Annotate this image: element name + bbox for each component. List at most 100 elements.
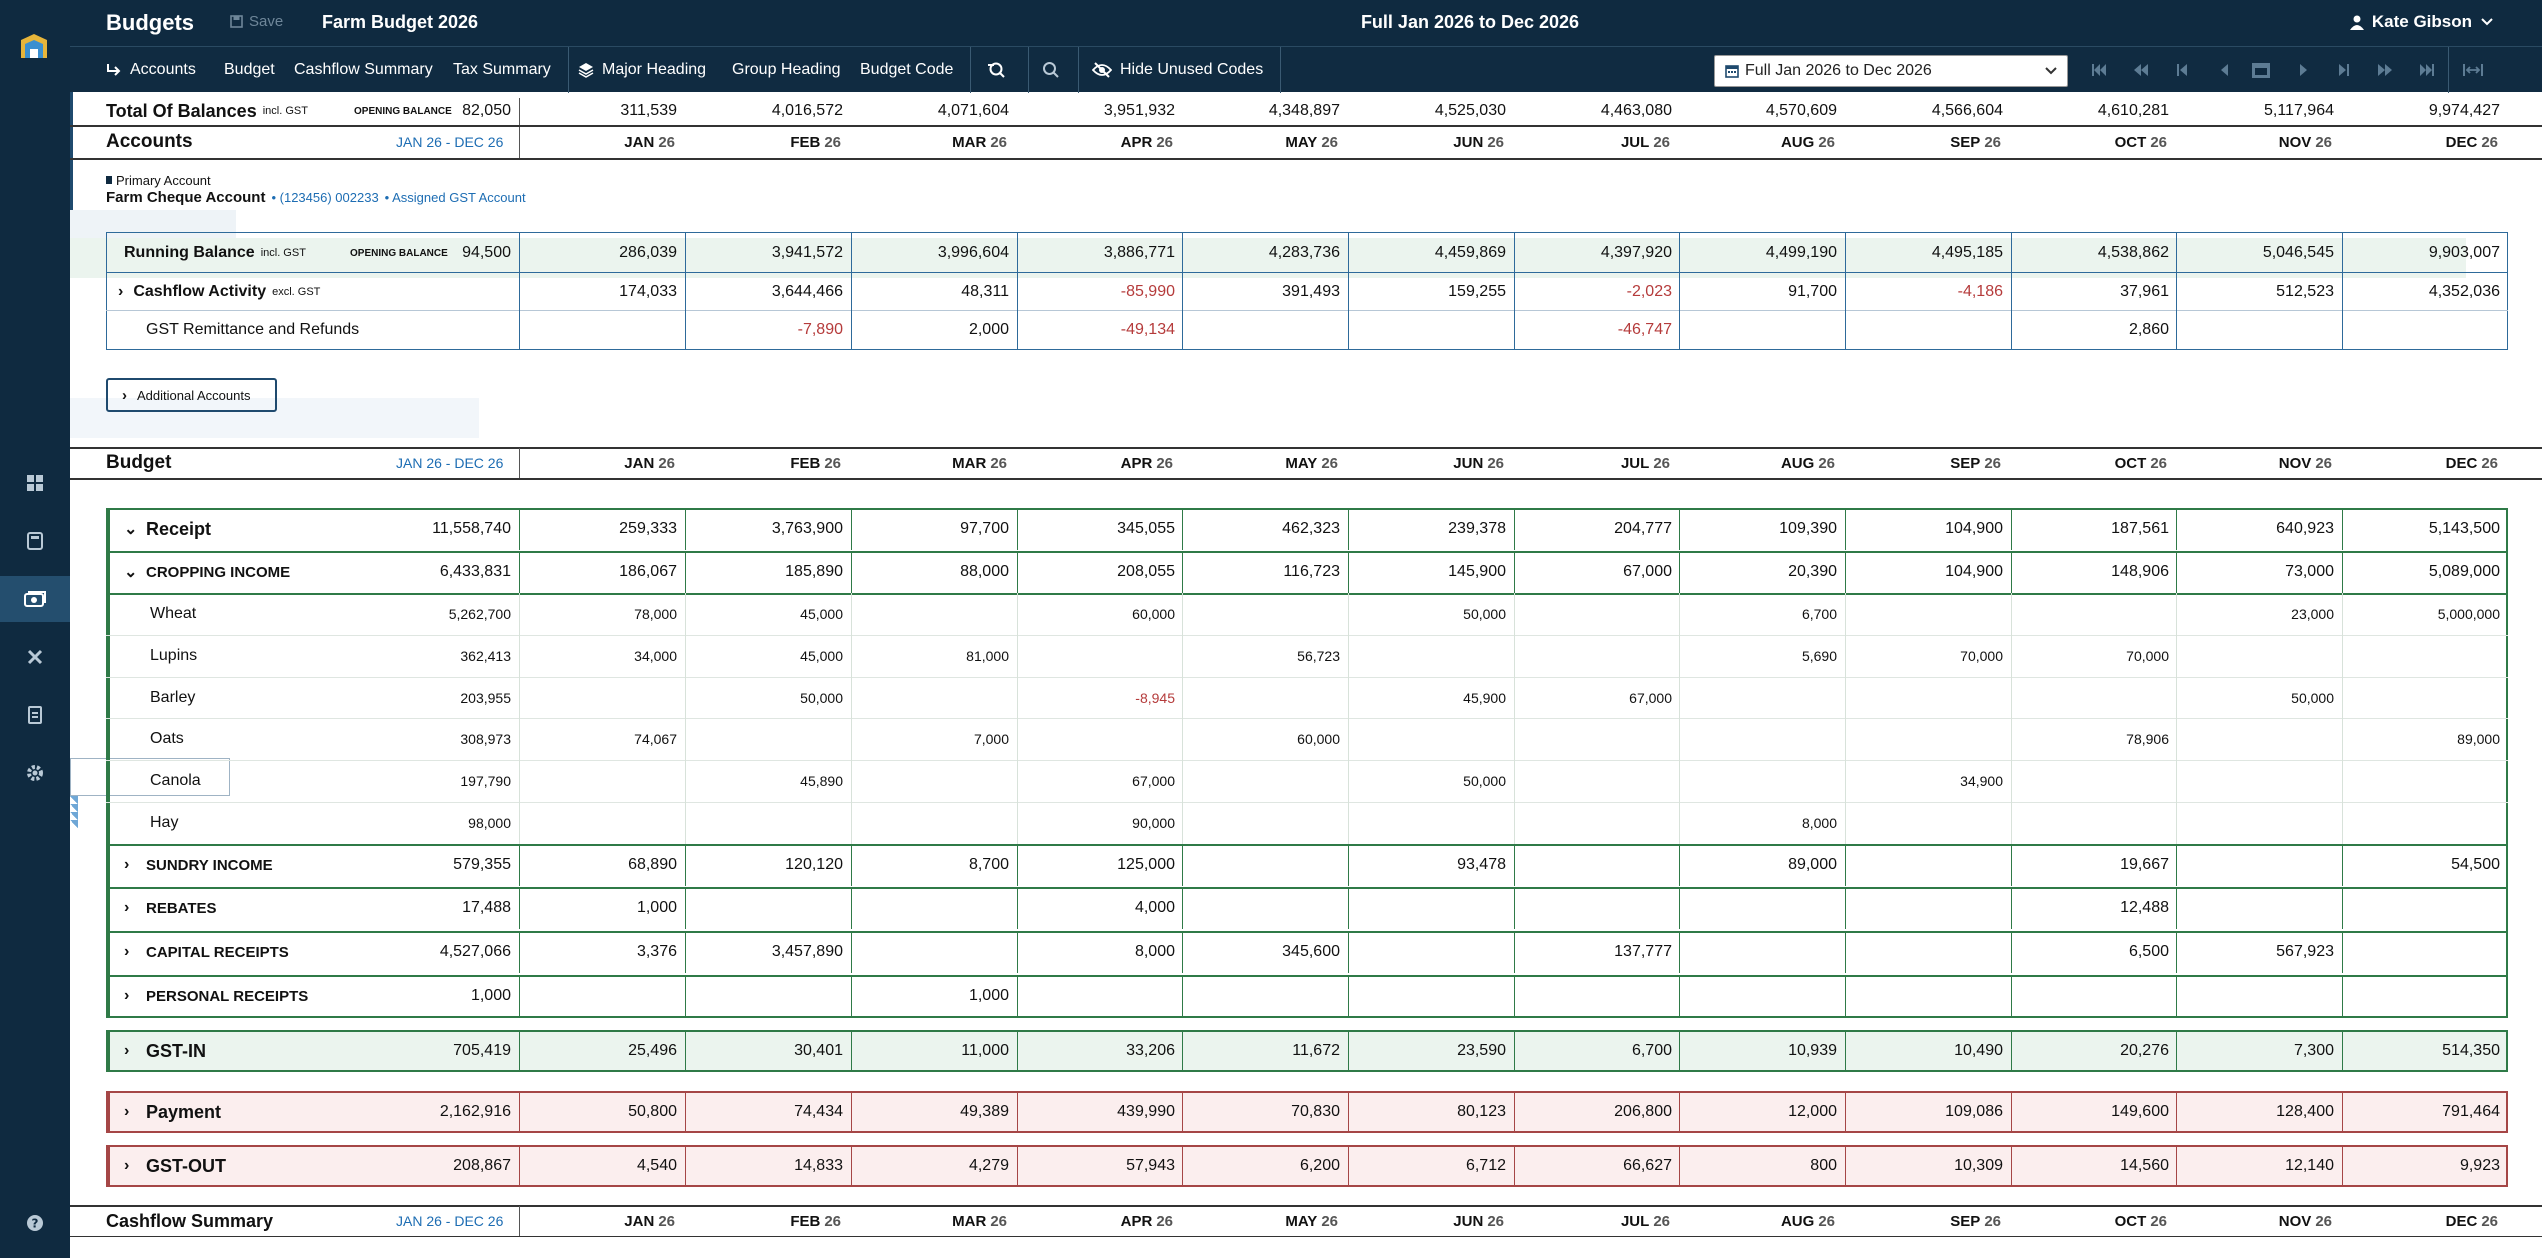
budget-value-cell[interactable]: 109,086: [1945, 1103, 2003, 1120]
cashflow-activity-cell[interactable]: 48,311: [961, 282, 1009, 300]
cashflow-summary-nav[interactable]: Cashflow Summary: [294, 47, 433, 93]
budget-value-cell[interactable]: 5,690: [1801, 648, 1837, 664]
cashflow-activity-cell[interactable]: -4,186: [1957, 282, 2003, 300]
budget-value-cell[interactable]: [851, 593, 1017, 635]
assigned-gst-link[interactable]: • Assigned GST Account: [384, 189, 526, 205]
running-balance-cell[interactable]: 3,996,604: [937, 244, 1009, 261]
budget-value-cell[interactable]: 104,900: [1945, 563, 2003, 580]
budget-value-cell[interactable]: [1348, 887, 1514, 929]
budget-value-cell[interactable]: [2342, 635, 2508, 677]
budget-value-cell[interactable]: 6,200: [1299, 1157, 1340, 1174]
budget-value-cell[interactable]: 88,000: [960, 563, 1009, 580]
gst-remittance-cell[interactable]: [2342, 311, 2508, 349]
budget-value-cell[interactable]: 50,800: [628, 1103, 677, 1120]
budget-value-cell[interactable]: 439,990: [1117, 1103, 1175, 1120]
rewind-button[interactable]: [2132, 61, 2150, 79]
budget-value-cell[interactable]: [2011, 593, 2177, 635]
document-icon[interactable]: [0, 692, 70, 738]
budget-value-cell[interactable]: 3,376: [636, 943, 677, 960]
budget-value-cell[interactable]: 12,000: [1788, 1103, 1837, 1120]
budget-value-cell[interactable]: 66,627: [1623, 1157, 1672, 1174]
budget-value-cell[interactable]: 67,000: [1623, 563, 1672, 580]
budget-value-cell[interactable]: 60,000: [1297, 731, 1340, 747]
next-button[interactable]: [2294, 61, 2312, 79]
budget-value-cell[interactable]: 185,890: [785, 563, 843, 580]
budget-value-cell[interactable]: [1514, 844, 1680, 886]
budget-value-cell[interactable]: 90,000: [1132, 815, 1175, 831]
budget-value-cell[interactable]: 8,000: [1801, 815, 1837, 831]
budget-value-cell[interactable]: [1514, 975, 1680, 1017]
budget-value-cell[interactable]: 45,900: [1463, 690, 1506, 706]
budget-value-cell[interactable]: [1514, 887, 1680, 929]
budget-value-cell[interactable]: [685, 802, 851, 844]
budget-value-cell[interactable]: [2176, 635, 2342, 677]
budget-value-cell[interactable]: 68,890: [628, 856, 677, 873]
budget-value-cell[interactable]: [1679, 931, 1845, 973]
budget-value-cell[interactable]: 74,067: [634, 731, 677, 747]
budget-value-cell[interactable]: 3,763,900: [771, 520, 843, 537]
budget-value-cell[interactable]: 345,600: [1282, 943, 1340, 960]
budget-value-cell[interactable]: 4,540: [636, 1157, 677, 1174]
running-balance-cell[interactable]: 3,941,572: [771, 244, 843, 261]
budget-value-cell[interactable]: [1514, 635, 1680, 677]
user-menu[interactable]: Kate Gibson: [2349, 12, 2494, 32]
budget-value-cell[interactable]: 78,906: [2126, 731, 2169, 747]
budget-nav[interactable]: Budget: [224, 47, 275, 93]
budget-value-cell[interactable]: 5,000,000: [2437, 606, 2500, 622]
budget-value-cell[interactable]: 6,500: [2128, 943, 2169, 960]
total-balance-cell[interactable]: 9,974,427: [2428, 102, 2500, 119]
running-balance-cell[interactable]: 4,495,185: [1931, 244, 2003, 261]
budget-value-cell[interactable]: 25,496: [628, 1042, 677, 1059]
budget-value-cell[interactable]: [1348, 718, 1514, 760]
running-balance-cell[interactable]: 4,499,190: [1765, 244, 1837, 261]
budget-value-cell[interactable]: 1,000: [968, 987, 1009, 1004]
budget-value-cell[interactable]: 23,590: [1457, 1042, 1506, 1059]
budget-value-cell[interactable]: 120,120: [785, 856, 843, 873]
budget-value-cell[interactable]: 45,000: [800, 648, 843, 664]
budget-value-cell[interactable]: [1182, 760, 1348, 802]
budget-value-cell[interactable]: 104,900: [1945, 520, 2003, 537]
budget-value-cell[interactable]: [1514, 593, 1680, 635]
major-heading-toggle[interactable]: Major Heading: [578, 47, 706, 93]
budget-value-cell[interactable]: 78,000: [634, 606, 677, 622]
budget-value-cell[interactable]: [851, 802, 1017, 844]
budget-value-cell[interactable]: 640,923: [2276, 520, 2334, 537]
budget-value-cell[interactable]: [1348, 802, 1514, 844]
budget-value-cell[interactable]: 239,378: [1448, 520, 1506, 537]
cashflow-activity-cell[interactable]: 4,352,036: [2428, 282, 2500, 300]
budget-value-cell[interactable]: [1348, 931, 1514, 973]
gst-remittance-cell[interactable]: [1679, 311, 1845, 349]
budget-value-cell[interactable]: [1017, 718, 1183, 760]
budget-value-cell[interactable]: [519, 802, 685, 844]
budget-value-cell[interactable]: 5,143,500: [2428, 520, 2500, 537]
budget-value-cell[interactable]: [1182, 593, 1348, 635]
budget-value-cell[interactable]: 70,000: [1960, 648, 2003, 664]
total-balance-cell[interactable]: 5,117,964: [2264, 102, 2334, 119]
budget-row-label[interactable]: › GST-IN: [124, 1030, 504, 1072]
budget-value-cell[interactable]: 116,723: [1283, 563, 1340, 580]
budget-value-cell[interactable]: 567,923: [2276, 943, 2334, 960]
budget-value-cell[interactable]: [1845, 802, 2011, 844]
total-balance-cell[interactable]: 4,348,897: [1268, 102, 1340, 119]
first-period-button[interactable]: [2090, 61, 2108, 79]
period-select[interactable]: Full Jan 2026 to Dec 2026: [1714, 55, 2068, 87]
budget-value-cell[interactable]: 206,800: [1614, 1103, 1672, 1120]
gst-remittance-cell[interactable]: -46,747: [1617, 321, 1672, 338]
total-balance-cell[interactable]: 4,016,572: [771, 102, 843, 119]
budget-code-toggle[interactable]: Budget Code: [860, 47, 953, 93]
budget-value-cell[interactable]: 10,490: [1954, 1042, 2003, 1059]
budget-value-cell[interactable]: [1679, 677, 1845, 719]
budget-value-cell[interactable]: [1679, 975, 1845, 1017]
budget-value-cell[interactable]: 49,389: [960, 1103, 1009, 1120]
budget-value-cell[interactable]: 800: [1810, 1157, 1837, 1174]
budget-value-cell[interactable]: 67,000: [1629, 690, 1672, 706]
cashflow-activity-cell[interactable]: 91,700: [1788, 282, 1837, 300]
budget-value-cell[interactable]: [1845, 975, 2011, 1017]
budget-value-cell[interactable]: [1845, 593, 2011, 635]
budget-value-cell[interactable]: 14,833: [794, 1157, 843, 1174]
budget-value-cell[interactable]: 204,777: [1614, 520, 1672, 537]
budget-value-cell[interactable]: [685, 718, 851, 760]
budget-value-cell[interactable]: 11,000: [961, 1042, 1009, 1059]
budget-value-cell[interactable]: 10,309: [1954, 1157, 2003, 1174]
total-balance-cell[interactable]: 4,071,604: [937, 102, 1009, 119]
